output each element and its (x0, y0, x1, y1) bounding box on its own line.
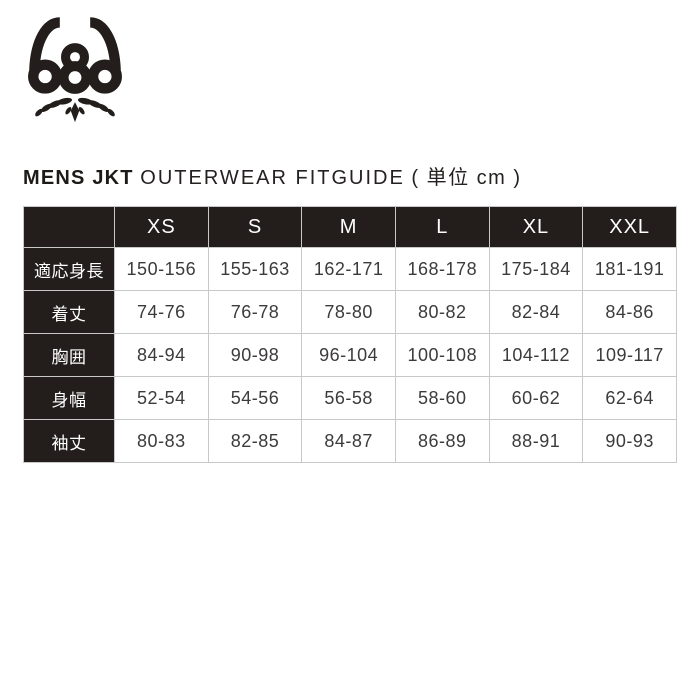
column-header: L (394, 206, 490, 248)
title-unit: ( 単位 cm ) (411, 167, 522, 189)
size-cell: 162-171 (301, 247, 396, 291)
size-cell: 82-85 (207, 419, 303, 463)
686-logo-graphic (28, 17, 122, 123)
size-cell: 58-60 (394, 376, 490, 420)
size-cell: 82-84 (488, 290, 584, 334)
row-label: 胸囲 (23, 333, 115, 377)
size-cell: 76-78 (207, 290, 303, 334)
page-title: MENS JKT OUTERWEAR FITGUIDE ( 単位 cm ) (23, 161, 522, 190)
size-table-head-row: XS S M L XL XXL (23, 206, 677, 248)
size-cell: 109-117 (582, 333, 677, 377)
laurel-wreath (35, 97, 115, 123)
size-cell: 78-80 (301, 290, 396, 334)
size-cell: 56-58 (301, 376, 396, 420)
title-product: MENS JKT (23, 167, 134, 189)
size-cell: 74-76 (114, 290, 209, 334)
size-cell: 86-89 (394, 419, 490, 463)
size-cell: 96-104 (301, 333, 396, 377)
table-row: 胸囲 84-94 90-98 96-104 100-108 104-112 109-117 (23, 333, 677, 377)
686-logo (24, 12, 126, 124)
size-cell: 60-62 (488, 376, 584, 420)
size-cell: 80-83 (114, 419, 209, 463)
size-cell: 80-82 (394, 290, 490, 334)
size-table-body: 適応身長 150-156 155-163 162-171 168-178 175-184 1… (23, 247, 677, 463)
table-row: 袖丈 80-83 82-85 84-87 86-89 88-91 90-93 (23, 419, 677, 463)
title-fitguide: OUTERWEAR FITGUIDE (140, 167, 405, 189)
size-table: XS S M L XL XXL 適応身長 150-156 155-163 162-171 168-… (23, 206, 677, 463)
size-cell: 104-112 (488, 333, 584, 377)
row-label: 袖丈 (23, 419, 115, 463)
size-cell: 90-93 (582, 419, 677, 463)
size-cell: 168-178 (394, 247, 490, 291)
table-row: 身幅 52-54 54-56 56-58 58-60 60-62 62-64 (23, 376, 677, 420)
size-cell: 90-98 (207, 333, 303, 377)
size-cell: 175-184 (488, 247, 584, 291)
size-cell: 181-191 (582, 247, 677, 291)
column-header: XS (114, 206, 209, 248)
size-cell: 54-56 (207, 376, 303, 420)
table-row: 適応身長 150-156 155-163 162-171 168-178 175-184 1… (23, 247, 677, 291)
size-cell: 100-108 (394, 333, 490, 377)
row-label: 適応身長 (23, 247, 115, 291)
column-header: M (301, 206, 396, 248)
table-row: 着丈 74-76 76-78 78-80 80-82 82-84 84-86 (23, 290, 677, 334)
corner-cell (23, 206, 115, 248)
size-cell: 84-94 (114, 333, 209, 377)
row-label: 着丈 (23, 290, 115, 334)
size-cell: 62-64 (582, 376, 677, 420)
column-header: XXL (582, 206, 677, 248)
size-cell: 84-86 (582, 290, 677, 334)
size-cell: 150-156 (114, 247, 209, 291)
size-cell: 88-91 (488, 419, 584, 463)
size-cell: 155-163 (207, 247, 303, 291)
column-header: S (207, 206, 303, 248)
column-header: XL (488, 206, 584, 248)
size-cell: 52-54 (114, 376, 209, 420)
size-cell: 84-87 (301, 419, 396, 463)
row-label: 身幅 (23, 376, 115, 420)
